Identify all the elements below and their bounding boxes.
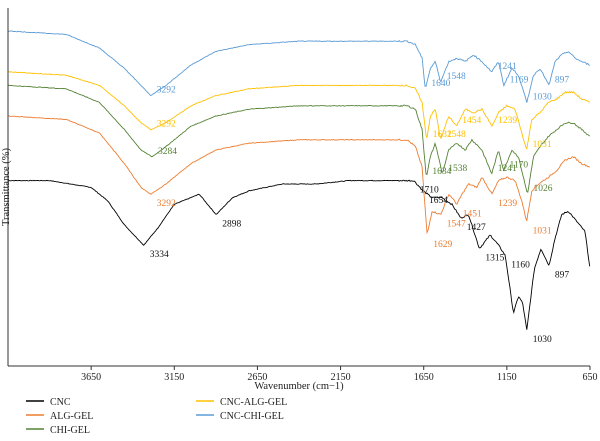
legend: CNC ALG-GEL CHI-GEL CNC-ALG-GEL CNC-CHI-GEL bbox=[26, 397, 287, 436]
peak-label-cnc-alg-gel-1454: 1454 bbox=[462, 116, 481, 126]
series-line-chi-gel bbox=[7, 84, 591, 193]
peak-label-chi-gel-3284: 3284 bbox=[158, 147, 177, 157]
peak-label-cnc-chi-gel-1030: 1030 bbox=[533, 92, 552, 102]
peak-label-chi-gel-1026: 1026 bbox=[534, 184, 553, 194]
legend-label-cnc: CNC bbox=[50, 397, 71, 408]
peak-label-alg-gel-1239: 1239 bbox=[498, 199, 517, 209]
peak-label-alg-gel-1547: 1547 bbox=[447, 220, 466, 230]
peak-label-cnc-897: 897 bbox=[555, 271, 570, 281]
series-line-cnc-alg-gel bbox=[7, 71, 590, 151]
spectra-group bbox=[7, 30, 591, 330]
peak-label-cnc-chi-gel-897: 897 bbox=[555, 75, 570, 85]
peak-label-cnc-1654: 1654 bbox=[429, 196, 448, 206]
peak-label-cnc-alg-gel-1031: 1031 bbox=[533, 140, 552, 150]
legend-label-alg-gel: ALG-GEL bbox=[50, 411, 93, 422]
x-tick-label-2150: 2150 bbox=[331, 372, 351, 383]
series-line-cnc bbox=[8, 179, 591, 330]
axes-group: 3650 3150 2650 2150 1650 1150 650 bbox=[7, 8, 598, 383]
peak-label-alg-gel-1451: 1451 bbox=[463, 209, 482, 219]
x-tick-label-1150: 1150 bbox=[497, 372, 517, 383]
legend-label-cnc-chi-gel: CNC-CHI-GEL bbox=[220, 411, 284, 422]
x-tick-label-650: 650 bbox=[583, 372, 598, 383]
peak-labels-group: 3334289817101654142713151160103089732921… bbox=[150, 62, 570, 345]
peak-label-cnc-chi-gel-1169: 1169 bbox=[510, 75, 529, 85]
peak-label-alg-gel-1031: 1031 bbox=[533, 226, 552, 236]
peak-label-cnc-1030: 1030 bbox=[533, 335, 552, 345]
peak-label-chi-gel-1634: 1634 bbox=[432, 167, 451, 177]
peak-label-cnc-1315: 1315 bbox=[485, 254, 504, 264]
peak-label-cnc-alg-gel-3292: 3292 bbox=[157, 120, 176, 130]
peak-label-cnc-alg-gel-1632: 1632 bbox=[433, 130, 452, 140]
peak-label-cnc-1427: 1427 bbox=[467, 223, 486, 233]
peak-label-chi-gel-1170: 1170 bbox=[510, 160, 529, 170]
peak-label-chi-gel-1241: 1241 bbox=[498, 164, 517, 174]
x-tick-label-2650: 2650 bbox=[247, 372, 267, 383]
peak-label-cnc-1160: 1160 bbox=[511, 260, 530, 270]
peak-label-alg-gel-3292: 3292 bbox=[157, 199, 176, 209]
peak-label-cnc-chi-gel-1640: 1640 bbox=[431, 79, 450, 89]
peak-label-cnc-chi-gel-3292: 3292 bbox=[157, 86, 176, 96]
legend-label-chi-gel: CHI-GEL bbox=[50, 425, 90, 436]
peak-label-cnc-chi-gel-1548: 1548 bbox=[447, 72, 466, 82]
peak-label-cnc-alg-gel-1548: 1548 bbox=[447, 130, 466, 140]
y-axis-title: Transmittance (%) bbox=[1, 147, 12, 226]
legend-label-cnc-alg-gel: CNC-ALG-GEL bbox=[220, 397, 287, 408]
x-tick-label-3150: 3150 bbox=[164, 372, 184, 383]
x-ticks-group: 3650 3150 2650 2150 1650 1150 650 bbox=[81, 366, 598, 383]
peak-label-alg-gel-1629: 1629 bbox=[433, 240, 452, 250]
x-axis-title: Wavenumber (cm−1) bbox=[254, 381, 344, 392]
x-tick-label-3650: 3650 bbox=[81, 372, 101, 383]
peak-label-cnc-chi-gel-1241: 1241 bbox=[498, 62, 517, 72]
series-line-cnc-chi-gel bbox=[7, 30, 590, 103]
peak-label-cnc-alg-gel-1239: 1239 bbox=[498, 116, 517, 126]
peak-label-cnc-3334: 3334 bbox=[150, 250, 169, 260]
peak-label-cnc-1710: 1710 bbox=[420, 186, 439, 196]
peak-label-cnc-2898: 2898 bbox=[222, 220, 241, 230]
peak-label-chi-gel-1538: 1538 bbox=[448, 164, 467, 174]
series-line-alg-gel bbox=[7, 115, 590, 235]
x-tick-label-1650: 1650 bbox=[414, 372, 434, 383]
